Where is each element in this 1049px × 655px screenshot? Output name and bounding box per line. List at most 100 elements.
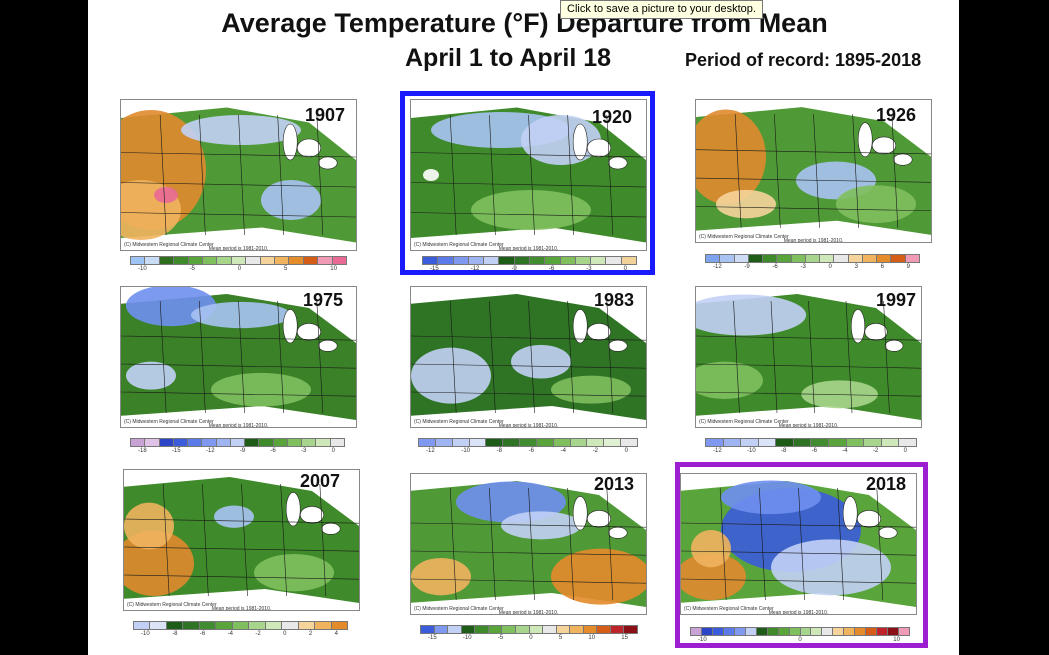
legend-swatch bbox=[723, 439, 742, 446]
legend-ticks-1975: -18 -15 -12 -9 -6 -3 0 bbox=[138, 448, 335, 454]
map-credit: (C) Midwestern Regional Climate Center bbox=[414, 242, 504, 248]
legend-swatch bbox=[520, 439, 537, 446]
legend-swatch bbox=[706, 439, 724, 446]
legend-swatch bbox=[265, 622, 283, 629]
map-credit: (C) Midwestern Regional Climate Center bbox=[414, 419, 504, 425]
legend-tick-label: 15 bbox=[621, 635, 628, 641]
temperature-map-2013: (C) Midwestern Regional Climate Center Me… bbox=[410, 473, 647, 615]
legend-swatch bbox=[330, 439, 344, 446]
legend-swatch bbox=[529, 257, 546, 264]
legend-swatch bbox=[570, 439, 588, 446]
map-credit: (C) Midwestern Regional Climate Center bbox=[699, 419, 789, 425]
temperature-map-1975: (C) Midwestern Regional Climate Center Me… bbox=[120, 286, 357, 428]
map-credit: (C) Midwestern Regional Climate Center bbox=[124, 242, 214, 248]
legend-tick-label: -9 bbox=[239, 448, 246, 454]
legend-swatch bbox=[820, 255, 835, 262]
legend-swatch bbox=[183, 622, 200, 629]
color-legend-1907 bbox=[130, 256, 347, 265]
legend-tick-label: -6 bbox=[528, 448, 534, 454]
map-year-label: 1983 bbox=[594, 290, 635, 310]
legend-tick-label: 0 bbox=[237, 266, 242, 272]
legend-tick-label: 5 bbox=[558, 635, 563, 641]
legend-tick-label: -18 bbox=[138, 448, 147, 454]
legend-swatch bbox=[316, 439, 331, 446]
legend-swatch bbox=[777, 255, 792, 262]
legend-swatch bbox=[844, 628, 856, 635]
legend-swatch bbox=[469, 439, 487, 446]
legend-swatch bbox=[159, 257, 175, 264]
legend-tick-label: -2 bbox=[592, 448, 598, 454]
legend-tick-label: -2 bbox=[872, 448, 879, 454]
legend-swatch bbox=[560, 257, 576, 264]
legend-tick-label: -8 bbox=[496, 448, 502, 454]
legend-swatch bbox=[315, 622, 332, 629]
map-year-label: 2018 bbox=[866, 474, 907, 494]
legend-swatch bbox=[289, 257, 304, 264]
map-mean-period: Mean period is 1981-2010. bbox=[211, 606, 272, 611]
legend-swatch bbox=[891, 255, 906, 262]
legend-swatch bbox=[217, 257, 232, 264]
map-credit: (C) Midwestern Regional Climate Center bbox=[699, 234, 789, 240]
legend-swatch bbox=[811, 628, 823, 635]
legend-swatch bbox=[298, 622, 316, 629]
legend-swatch bbox=[624, 626, 637, 633]
legend-swatch bbox=[216, 622, 233, 629]
temperature-map-1997: (C) Midwestern Regional Climate Center Me… bbox=[695, 286, 922, 428]
legend-swatch bbox=[131, 257, 146, 264]
legend-swatch bbox=[583, 626, 598, 633]
legend-swatch bbox=[249, 622, 266, 629]
legend-swatch bbox=[811, 439, 830, 446]
slide-subtitle: April 1 to April 18 bbox=[405, 44, 612, 72]
legend-swatch bbox=[468, 257, 485, 264]
legend-swatch bbox=[134, 622, 151, 629]
legend-tick-label: -8 bbox=[172, 631, 178, 637]
legend-swatch bbox=[318, 257, 333, 264]
legend-swatch bbox=[282, 622, 299, 629]
legend-swatch bbox=[216, 439, 231, 446]
legend-swatch bbox=[606, 257, 622, 264]
legend-tick-label: -10 bbox=[462, 635, 472, 641]
legend-swatch bbox=[720, 255, 735, 262]
legend-ticks-1920: -15 -12 -9 -6 -3 0 bbox=[430, 266, 627, 272]
legend-tick-label: 0 bbox=[623, 266, 627, 272]
map-mean-period: Mean period is 1981-2010. bbox=[783, 238, 844, 243]
legend-swatch bbox=[245, 439, 260, 446]
map-mean-period: Mean period is 1981-2010. bbox=[498, 423, 559, 428]
color-legend-1997 bbox=[705, 438, 917, 447]
legend-swatch bbox=[461, 626, 476, 633]
legend-tick-label: -12 bbox=[470, 266, 480, 272]
temperature-map-1983: (C) Midwestern Regional Climate Center Me… bbox=[410, 286, 647, 428]
legend-swatch bbox=[701, 628, 713, 635]
legend-swatch bbox=[502, 626, 516, 633]
legend-swatch bbox=[488, 626, 503, 633]
legend-swatch bbox=[767, 628, 779, 635]
legend-tick-label: -15 bbox=[430, 266, 439, 272]
legend-swatch bbox=[575, 257, 592, 264]
legend-tick-label: 6 bbox=[880, 264, 884, 270]
legend-swatch bbox=[899, 439, 916, 446]
legend-tick-label: -2 bbox=[255, 631, 261, 637]
legend-tick-label: -5 bbox=[189, 266, 195, 272]
legend-swatch bbox=[899, 628, 910, 635]
legend-tick-label: -12 bbox=[205, 448, 215, 454]
map-credit: (C) Midwestern Regional Climate Center bbox=[124, 419, 214, 425]
legend-swatch bbox=[203, 257, 218, 264]
legend-ticks-1907: -10 -5 0 5 10 bbox=[138, 266, 337, 272]
legend-swatch bbox=[848, 255, 863, 262]
legend-tick-label: -5 bbox=[497, 635, 504, 641]
legend-tick-label: 0 bbox=[903, 448, 907, 454]
legend-tick-label: 0 bbox=[798, 637, 802, 643]
legend-tick-label: 10 bbox=[330, 266, 337, 272]
legend-swatch bbox=[866, 628, 878, 635]
color-legend-1975 bbox=[130, 438, 345, 447]
legend-swatch bbox=[173, 439, 189, 446]
legend-tick-label: 2 bbox=[308, 631, 313, 637]
legend-swatch bbox=[604, 439, 622, 446]
legend-swatch bbox=[232, 622, 250, 629]
legend-swatch bbox=[587, 439, 605, 446]
legend-tick-label: 0 bbox=[828, 264, 832, 270]
legend-tick-label: -10 bbox=[141, 631, 150, 637]
legend-ticks-1926: -12 -9 -6 -3 0 3 6 9 bbox=[713, 264, 910, 270]
legend-swatch bbox=[514, 257, 530, 264]
legend-swatch bbox=[741, 439, 759, 446]
